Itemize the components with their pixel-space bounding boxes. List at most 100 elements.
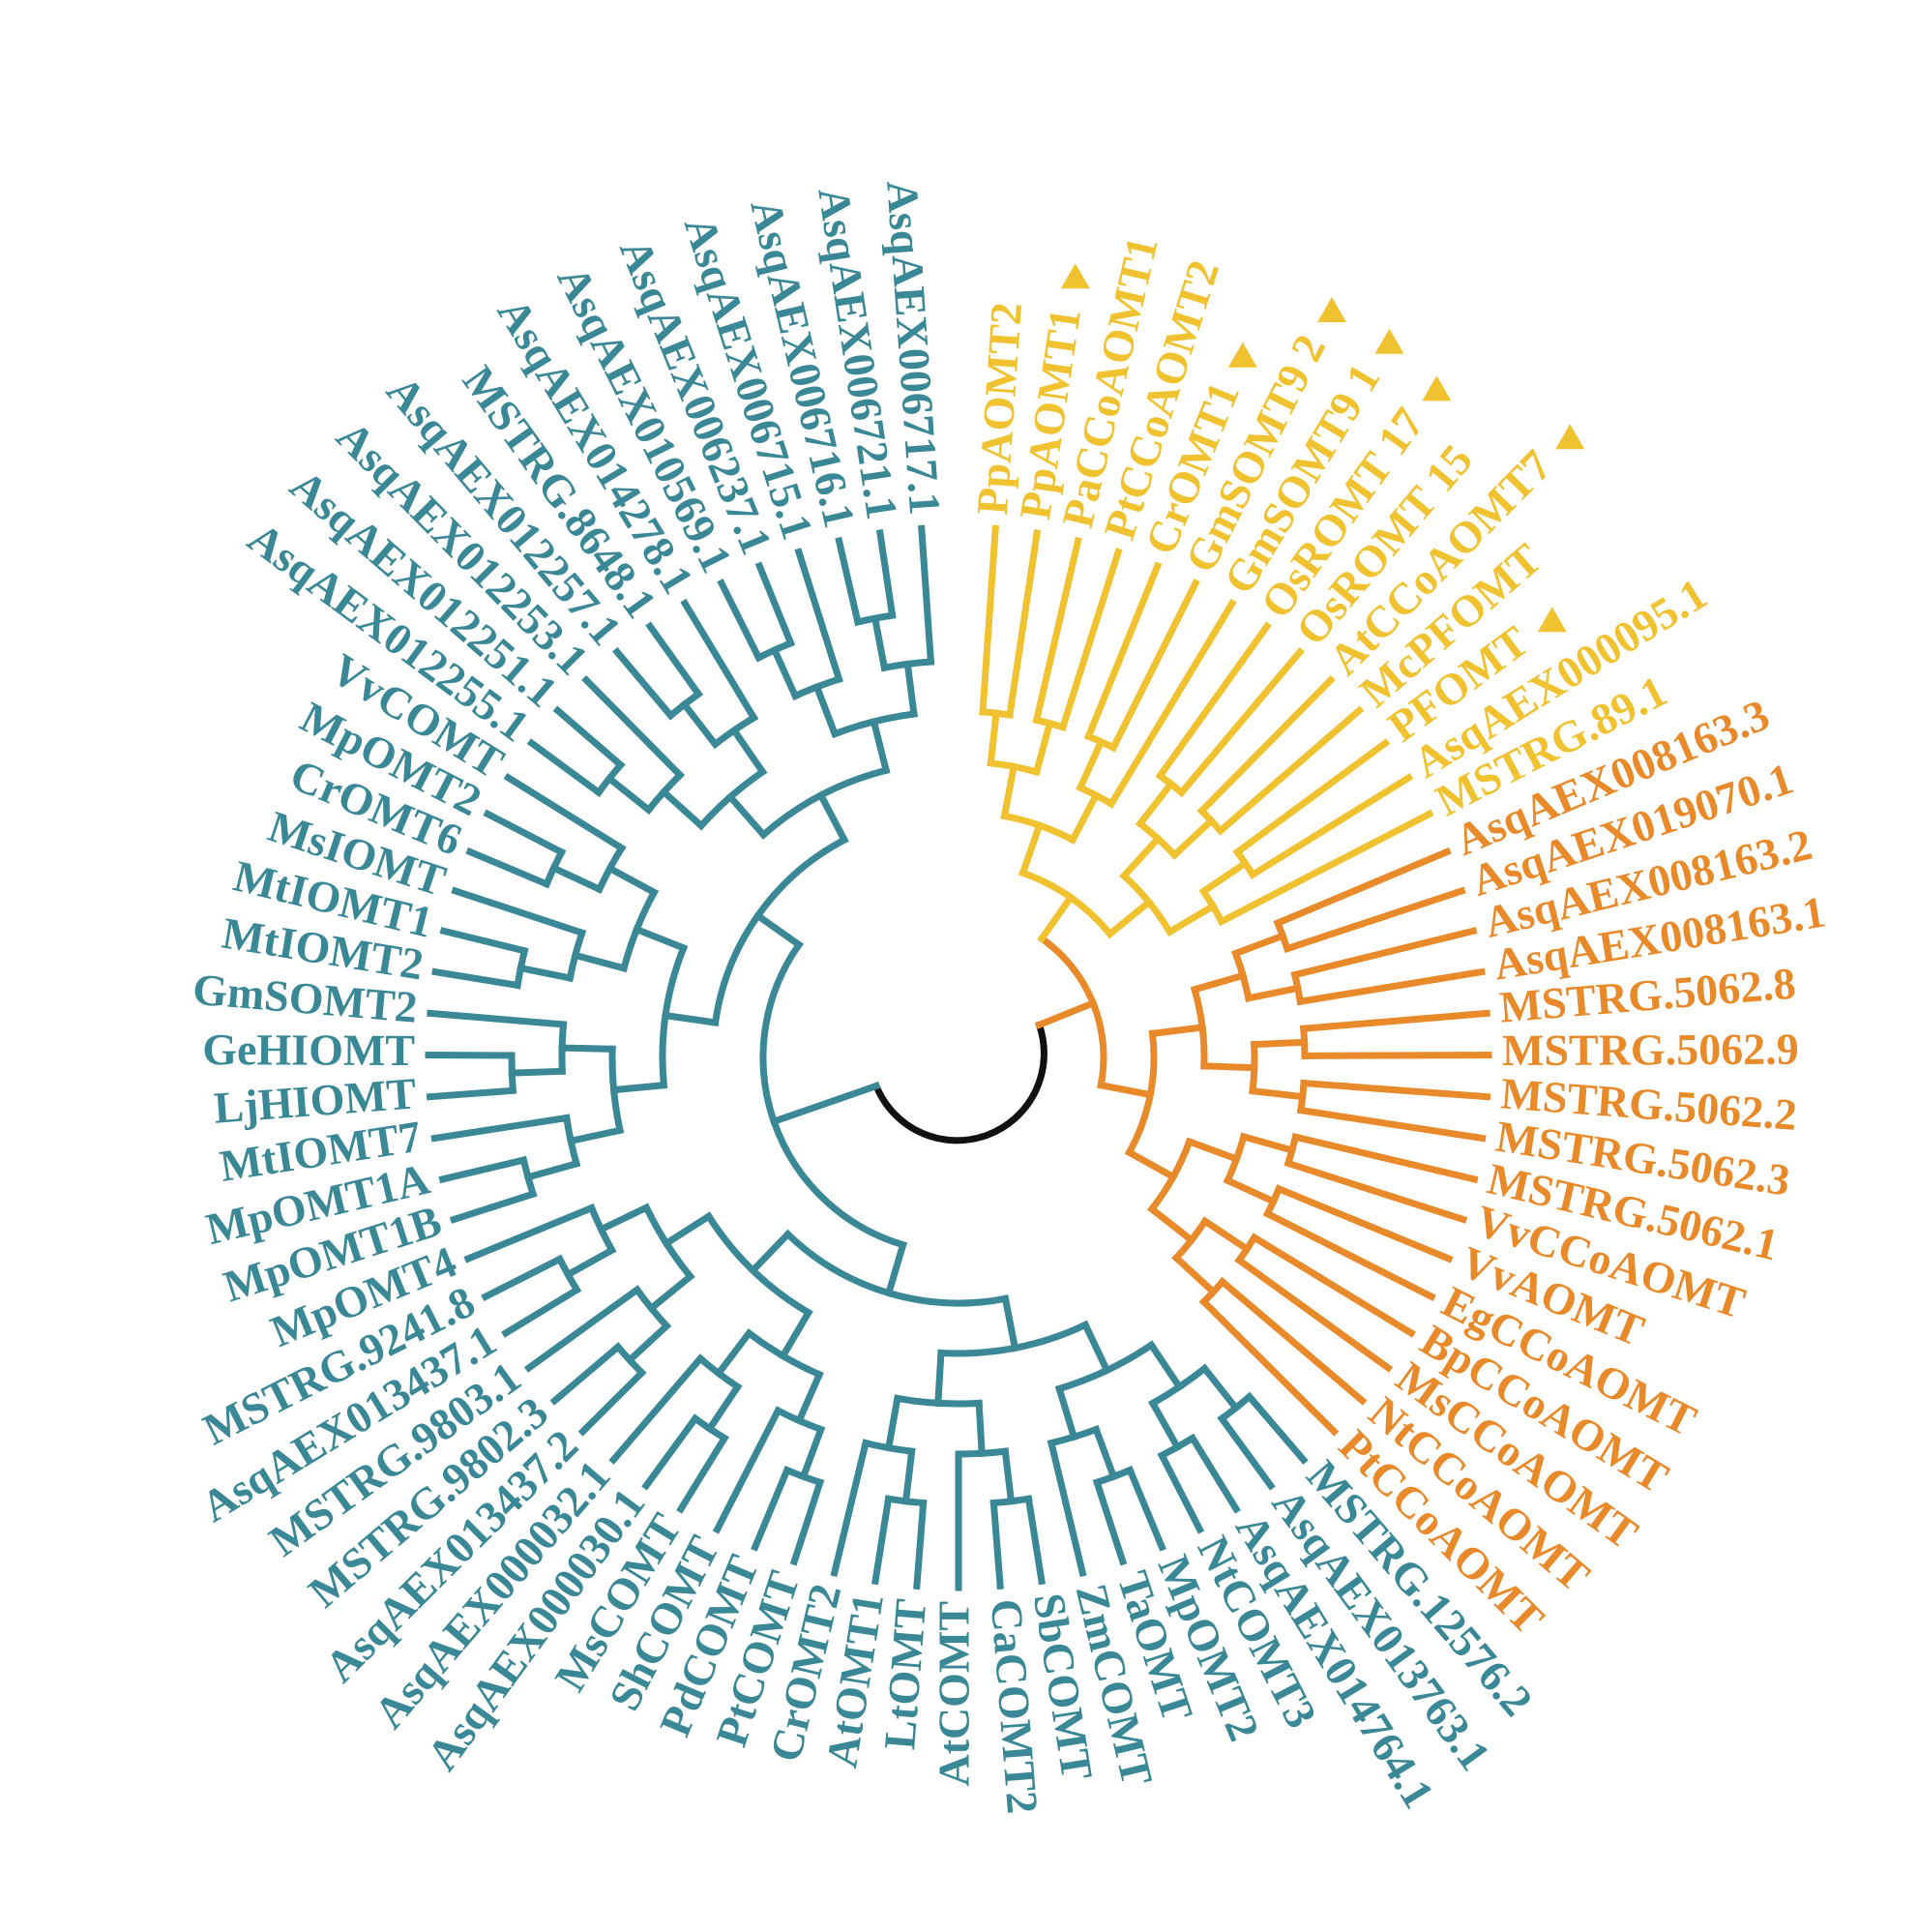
branch [1273, 847, 1452, 928]
branch [1155, 621, 1272, 781]
branch [548, 863, 605, 894]
branch [430, 1114, 571, 1143]
branch [1299, 1009, 1490, 1033]
branch [577, 1368, 647, 1437]
branch [979, 524, 999, 716]
branch [1146, 1204, 1196, 1245]
branch [1196, 674, 1336, 817]
branch [769, 1082, 881, 1126]
branch [438, 1155, 528, 1184]
branch [646, 1271, 695, 1314]
branch [1058, 548, 1123, 732]
branch [431, 967, 522, 990]
branch [1018, 820, 1045, 877]
branch [1262, 1208, 1436, 1301]
branch [1215, 705, 1365, 836]
branch [1105, 897, 1154, 939]
branch [1006, 529, 1042, 719]
branch [523, 1159, 581, 1182]
leaf-label: AtCOMT [929, 1601, 979, 1787]
branch [1230, 931, 1287, 959]
branch [1032, 536, 1082, 725]
branch [1290, 927, 1478, 979]
branch [794, 548, 843, 684]
branch [1200, 1062, 1258, 1072]
branch [632, 925, 689, 953]
branch [1171, 1253, 1219, 1297]
branch [516, 964, 575, 983]
branch [465, 847, 551, 889]
branch [913, 1499, 928, 1590]
branch [770, 645, 800, 700]
branch [605, 773, 654, 816]
marker-triangle [1422, 375, 1452, 401]
branch [427, 1009, 568, 1028]
branch [871, 1495, 893, 1586]
branch [1083, 561, 1163, 741]
marker-triangle [1374, 328, 1404, 354]
branch [1108, 579, 1200, 753]
branch [1198, 1296, 1340, 1437]
branch [1284, 1159, 1468, 1224]
branch [503, 773, 627, 853]
branch [1054, 1384, 1078, 1442]
branch [725, 791, 769, 840]
marker-triangle [1555, 424, 1585, 450]
branch [1068, 790, 1101, 845]
branch [1249, 1233, 1416, 1338]
branch [884, 1394, 901, 1452]
branch [830, 1439, 870, 1577]
branch [1001, 1447, 1016, 1505]
marker-triangle [1060, 263, 1090, 289]
branch [1125, 1466, 1166, 1552]
branch [870, 614, 889, 672]
branch [1190, 971, 1248, 995]
branch [1024, 1495, 1046, 1586]
branch [1234, 1255, 1394, 1373]
branch [501, 1285, 582, 1338]
branch [1119, 833, 1164, 881]
root-branch [871, 1020, 1048, 1144]
branch [1034, 998, 1098, 1029]
branch [558, 1044, 616, 1053]
branch [918, 524, 935, 666]
branch [1291, 1133, 1479, 1184]
branch [729, 726, 768, 777]
branch [1283, 886, 1466, 953]
branch [751, 1466, 792, 1552]
branch [903, 660, 918, 718]
branch [1097, 1081, 1155, 1099]
branch [1169, 816, 1217, 860]
branch [1239, 1132, 1297, 1155]
branch [523, 1285, 642, 1373]
branch [748, 1229, 793, 1276]
branch [439, 927, 529, 956]
branch [816, 790, 849, 845]
branch [526, 738, 604, 798]
branch [799, 1425, 826, 1481]
branch [451, 886, 587, 937]
branch [1076, 737, 1106, 792]
branch [1217, 1276, 1368, 1406]
branch [754, 561, 796, 648]
branch [567, 1126, 625, 1145]
branch [1199, 1363, 1241, 1413]
branch [1232, 738, 1391, 857]
branch [714, 1328, 754, 1379]
branch [717, 579, 764, 663]
branch [659, 787, 706, 831]
branch [1157, 1450, 1205, 1534]
branch [1301, 1052, 1492, 1059]
leaf-label: GeHIOMT [202, 1025, 415, 1075]
branch [934, 1349, 945, 1408]
branch [1080, 1320, 1112, 1376]
branch [1146, 1340, 1185, 1392]
branch [1217, 809, 1434, 927]
branch [884, 1240, 907, 1297]
branch [483, 809, 567, 857]
branch [1300, 1079, 1491, 1101]
branch [1148, 1398, 1183, 1452]
branch [662, 1211, 714, 1248]
marker-triangle [1227, 342, 1257, 368]
